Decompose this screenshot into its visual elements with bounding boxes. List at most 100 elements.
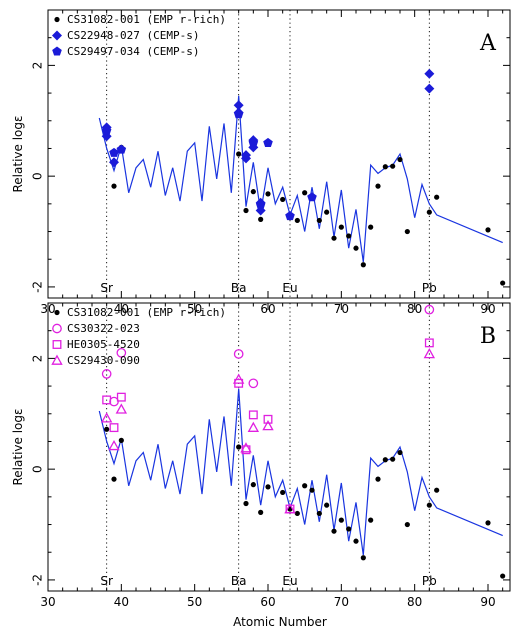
data-point	[316, 510, 322, 517]
data-point	[232, 373, 245, 384]
legend-marker	[51, 354, 63, 365]
data-point	[424, 68, 435, 79]
data-point	[104, 426, 110, 432]
plot-frame	[47, 9, 511, 299]
data-point	[236, 151, 242, 157]
plot-frame	[47, 302, 511, 592]
data-point	[247, 421, 260, 432]
data-point	[258, 509, 264, 515]
data-point	[368, 224, 374, 230]
data-point	[118, 437, 124, 443]
data-point	[111, 183, 117, 189]
legend-label: CS31082-001 (EMP r-rich)	[67, 306, 226, 319]
data-point	[108, 439, 120, 451]
data-point	[263, 137, 273, 147]
data-point	[294, 510, 300, 517]
data-point	[424, 338, 434, 348]
data-point	[500, 280, 506, 286]
data-point	[338, 517, 344, 523]
legend-label: CS22948-027 (CEMP-s)	[67, 29, 199, 42]
data-point	[331, 235, 337, 241]
data-point	[243, 207, 249, 214]
data-point	[307, 192, 317, 202]
data-point	[485, 520, 491, 526]
legend-label: CS30322-023	[67, 322, 140, 335]
legend-marker	[52, 30, 62, 41]
data-point	[353, 538, 359, 544]
data-point	[101, 125, 112, 135]
data-point	[285, 211, 295, 221]
data-point	[233, 109, 244, 119]
x-tick-label: 70	[334, 595, 349, 609]
element-label-pb: Pb	[422, 574, 437, 588]
legend-marker	[54, 16, 60, 23]
x-tick-label: 90	[480, 595, 495, 609]
data-point	[368, 517, 374, 523]
data-point	[309, 487, 315, 493]
element-label-ba: Ba	[231, 574, 247, 588]
legend-label: CS29430-090	[67, 354, 140, 367]
data-point	[248, 410, 258, 420]
data-point	[265, 191, 271, 197]
data-point	[404, 228, 410, 235]
data-point	[404, 521, 410, 528]
data-point	[102, 395, 112, 405]
x-tick-label: 50	[187, 595, 202, 609]
x-tick-label: 60	[260, 595, 275, 609]
data-point	[250, 189, 256, 195]
element-label-sr: Sr	[100, 281, 113, 295]
data-point	[331, 528, 337, 534]
data-point	[262, 420, 274, 431]
y-tick-label: 2	[31, 355, 45, 363]
panel-letter: B	[480, 324, 496, 349]
x-tick-label: 80	[407, 595, 422, 609]
data-point	[109, 147, 119, 157]
y-tick-label: 0	[31, 172, 45, 180]
data-point	[375, 476, 381, 482]
data-point	[423, 348, 436, 359]
data-point	[426, 209, 432, 215]
data-point	[101, 369, 112, 379]
data-point	[116, 347, 127, 358]
data-point	[248, 137, 259, 147]
data-point	[353, 245, 359, 251]
element-label-eu: Eu	[282, 574, 297, 588]
element-label-sr: Sr	[100, 574, 113, 588]
data-point	[316, 217, 322, 224]
data-point	[100, 412, 113, 423]
data-point	[382, 164, 388, 170]
legend-label: CS29497-034 (CEMP-s)	[67, 45, 199, 58]
data-point	[233, 349, 244, 359]
data-point	[424, 83, 435, 94]
data-point	[500, 573, 506, 579]
element-label-ba: Ba	[231, 281, 247, 295]
data-point	[397, 156, 403, 163]
data-point	[324, 502, 330, 508]
y-tick-label: -2	[31, 574, 45, 586]
x-axis-title: Atomic Number	[233, 615, 327, 629]
data-point	[324, 209, 330, 215]
data-point	[390, 456, 396, 462]
data-point	[434, 487, 440, 493]
panel-letter: A	[479, 31, 497, 56]
data-point	[424, 304, 435, 315]
data-point	[397, 449, 403, 456]
data-point	[241, 150, 251, 161]
legend-marker	[52, 323, 62, 334]
data-point	[434, 194, 440, 200]
y-axis-title: Relative logε	[11, 116, 25, 193]
data-point	[338, 224, 344, 230]
data-point	[426, 502, 432, 508]
data-point	[280, 489, 286, 496]
element-label-pb: Pb	[422, 281, 437, 295]
model-pattern-line	[98, 95, 503, 263]
data-point	[263, 414, 273, 424]
legend-marker	[52, 46, 62, 56]
data-point	[233, 100, 244, 111]
data-point	[284, 503, 296, 514]
legend-label: HE0305-4520	[67, 338, 140, 351]
data-point	[302, 483, 308, 489]
data-point	[255, 200, 266, 209]
y-tick-label: 0	[31, 465, 45, 473]
